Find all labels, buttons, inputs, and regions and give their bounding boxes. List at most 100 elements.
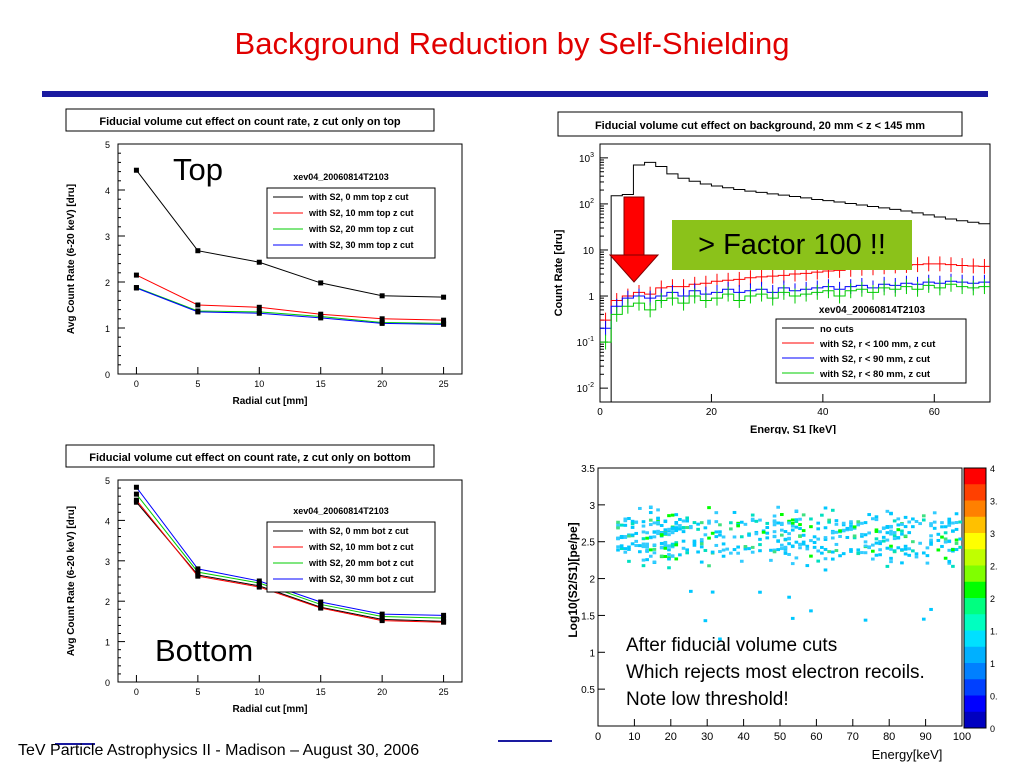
y-tick-label: 2.5 xyxy=(581,538,595,549)
heatmap-cell xyxy=(623,535,628,539)
heatmap-cell xyxy=(692,539,697,543)
chart-title-box xyxy=(65,444,435,468)
heatmap-cell xyxy=(903,515,908,519)
heatmap-cell xyxy=(849,549,853,553)
colorbar-tick-label: 3.5 xyxy=(990,497,998,507)
heatmap-cell xyxy=(754,519,759,523)
heatmap-cell xyxy=(776,539,780,543)
heatmap-cell xyxy=(849,521,853,525)
heatmap-cell xyxy=(616,536,620,540)
heatmap-cell xyxy=(787,595,791,599)
heatmap-cell xyxy=(932,526,937,530)
heatmap-cell xyxy=(659,545,664,549)
heatmap-cell xyxy=(812,545,817,549)
legend-entry: with S2, 30 mm bot z cut xyxy=(308,574,414,584)
heatmap-cell xyxy=(834,530,839,534)
heatmap-cell xyxy=(794,525,799,529)
series-line xyxy=(136,274,444,321)
colorbar-tick-label: 3 xyxy=(990,529,995,539)
heatmap-cell xyxy=(663,519,668,523)
y-tick-label: 3 xyxy=(105,232,110,242)
heatmap-cell xyxy=(630,522,635,526)
x-tick-label: 70 xyxy=(847,731,859,743)
heatmap-cell xyxy=(834,522,839,526)
heatmap-cell xyxy=(874,528,879,532)
colorbar-cell xyxy=(964,549,986,566)
colorbar-cell xyxy=(964,679,986,696)
heatmap-cell xyxy=(670,513,675,517)
heatmap-cell xyxy=(696,527,700,531)
data-point xyxy=(318,280,324,286)
colorbar-cell xyxy=(964,630,986,648)
heatmap-cell xyxy=(718,523,722,527)
x-tick-label: 30 xyxy=(701,731,713,743)
legend-entry: with S2, 10 mm top z cut xyxy=(308,208,414,218)
x-tick-label: 25 xyxy=(439,379,449,389)
heatmap-cell xyxy=(801,533,806,537)
heatmap-cell xyxy=(641,524,646,528)
heatmap-cell xyxy=(758,590,762,594)
heatmap-cell xyxy=(849,548,853,552)
heatmap-cell xyxy=(685,519,689,523)
heatmap-cell xyxy=(729,521,733,525)
heatmap-cell xyxy=(645,544,649,548)
heatmap-cell xyxy=(823,547,828,551)
y-tick-label: 3 xyxy=(589,501,595,512)
heatmap-cell xyxy=(947,519,952,523)
heatmap-cell xyxy=(947,523,952,527)
heatmap-cell xyxy=(769,548,773,552)
heatmap-cell xyxy=(699,560,704,564)
heatmap-cell xyxy=(892,537,897,541)
heatmap-cell xyxy=(801,529,806,533)
y-tick-label: 1 xyxy=(588,292,594,303)
heatmap-cell xyxy=(921,518,926,522)
heatmap-cell xyxy=(867,531,871,535)
heatmap-cell xyxy=(798,523,802,527)
heatmap-cell xyxy=(758,518,762,522)
heatmap-cell xyxy=(619,535,624,539)
heatmap-cell xyxy=(830,557,835,561)
heatmap-cell xyxy=(678,524,682,528)
heatmap-cell xyxy=(780,513,784,517)
data-point xyxy=(379,293,385,299)
heatmap-cell xyxy=(750,550,755,554)
heatmap-cell xyxy=(648,548,653,552)
heatmap-cell xyxy=(685,526,689,530)
heatmap-cell xyxy=(670,543,675,547)
heatmap-cell xyxy=(685,551,689,555)
y-tick-label: 3.5 xyxy=(581,464,595,475)
heatmap-cell xyxy=(692,521,697,525)
legend-entry: with S2, r < 90 mm, z cut xyxy=(819,354,931,365)
heatmap-cell xyxy=(940,521,944,525)
chart-title-box xyxy=(65,108,435,132)
heatmap-cell xyxy=(816,559,821,563)
colorbar-cell xyxy=(964,581,986,599)
x-tick-label: 10 xyxy=(254,687,264,697)
heatmap-cell xyxy=(885,509,890,513)
heatmap-cell xyxy=(812,540,817,544)
heatmap-cell xyxy=(689,525,693,529)
heatmap-cell xyxy=(765,521,770,525)
data-point xyxy=(441,615,447,621)
heatmap-cell xyxy=(721,554,726,558)
heatmap-cell xyxy=(634,520,639,524)
heatmap-cell xyxy=(663,532,668,536)
heatmap-cell xyxy=(929,538,933,542)
heatmap-cell xyxy=(856,548,861,552)
heatmap-cell xyxy=(721,542,726,546)
heatmap-cell xyxy=(707,564,711,568)
heatmap-cell xyxy=(783,549,788,553)
data-point xyxy=(256,304,262,310)
heatmap-cell xyxy=(750,545,755,549)
heatmap-cell xyxy=(929,542,933,546)
heatmap-cell xyxy=(925,561,930,565)
heatmap-cell xyxy=(889,524,893,528)
heatmap-cell xyxy=(659,533,664,537)
heatmap-cell xyxy=(943,540,948,544)
heatmap-cell xyxy=(648,535,653,539)
data-point xyxy=(379,618,385,624)
heatmap-cell xyxy=(878,542,882,546)
data-point xyxy=(133,167,139,173)
heatmap-cell xyxy=(790,544,795,548)
chart-title: Fiducial volume cut effect on count rate… xyxy=(89,452,411,464)
